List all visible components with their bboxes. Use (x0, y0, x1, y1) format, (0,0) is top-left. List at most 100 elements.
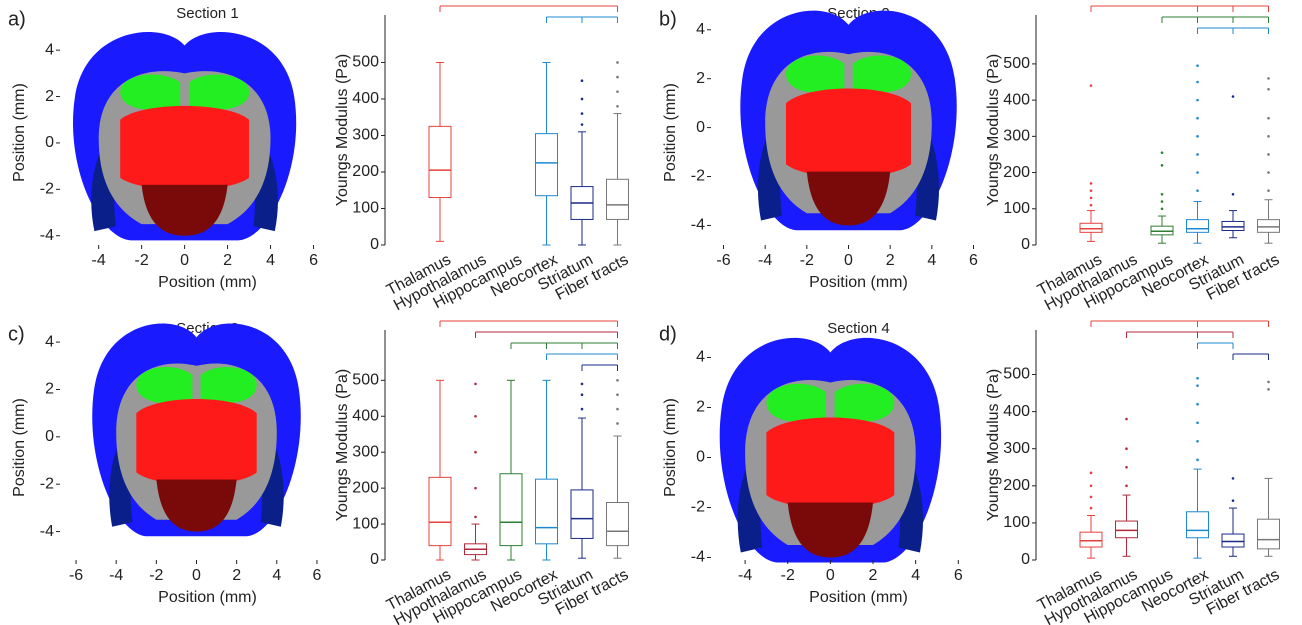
brain-hippocampus (120, 74, 181, 110)
outlier (1125, 484, 1128, 488)
x-tick-label: 2 (869, 567, 878, 584)
outlier (1267, 87, 1270, 91)
outlier (1267, 380, 1270, 384)
x-tick-label: 4 (266, 252, 275, 269)
outlier (616, 61, 619, 64)
x-tick-label: 2 (223, 252, 232, 269)
x-tick-label: -2 (781, 567, 795, 584)
outlier (616, 90, 619, 93)
outlier (1267, 135, 1270, 138)
y-axis-label: Youngs Modulus (Pa) (985, 54, 1002, 206)
x-tick-label: 6 (954, 567, 963, 584)
y-axis-label: Position (mm) (662, 398, 679, 497)
y-tick-label: -2 (40, 475, 54, 492)
y-axis-label: Youngs Modulus (Pa) (334, 54, 351, 206)
outlier (580, 123, 584, 126)
box (1221, 533, 1245, 548)
brain-hippocampus (786, 55, 845, 93)
outlier (1231, 499, 1235, 502)
y-tick-label: 500 (352, 54, 379, 71)
map-title: Section 1 (176, 5, 239, 22)
y-tick-label: 2 (696, 70, 705, 87)
outlier (1196, 421, 1199, 425)
box (1186, 511, 1209, 539)
outlier (1089, 84, 1093, 87)
y-tick-label: 400 (1003, 91, 1030, 108)
y-tick-label: 0 (370, 236, 379, 253)
outlier (1196, 458, 1199, 462)
y-tick-label: 2 (45, 381, 54, 398)
box (570, 489, 594, 539)
y-tick-label: 200 (1003, 477, 1030, 494)
y-tick-label: 300 (1003, 440, 1030, 457)
y-tick-label: 300 (1003, 128, 1030, 145)
x-tick-label: -4 (758, 252, 772, 269)
y-tick-label: 4 (45, 333, 54, 350)
x-tick-label: -4 (109, 567, 123, 584)
outlier (1089, 484, 1093, 488)
outlier (580, 393, 584, 396)
box (1257, 219, 1280, 233)
outlier (580, 407, 584, 411)
y-tick-label: -4 (691, 549, 705, 566)
x-tick-label: -6 (69, 567, 83, 584)
outlier (580, 97, 584, 101)
brain-thalamus (136, 398, 257, 485)
outlier (1125, 465, 1128, 469)
y-tick-label: 400 (1003, 403, 1030, 420)
y-tick-label: 0 (696, 449, 705, 466)
brain-thalamus (120, 105, 250, 190)
box (606, 502, 629, 547)
outlier (1089, 189, 1093, 192)
outlier (474, 414, 477, 418)
outlier (1267, 388, 1270, 391)
y-tick-label: -4 (691, 217, 705, 234)
x-tick-label: -2 (135, 252, 149, 269)
y-tick-label: 400 (352, 90, 379, 107)
y-tick-label: 4 (45, 41, 54, 58)
x-tick-label: 2 (886, 252, 895, 269)
outlier (1196, 80, 1199, 84)
x-tick-label: 4 (911, 567, 920, 584)
x-tick-label: 4 (927, 252, 936, 269)
outlier (1196, 171, 1199, 174)
x-axis-label: Position (mm) (158, 274, 257, 291)
x-tick-label: -4 (738, 567, 752, 584)
outlier (580, 112, 584, 115)
outlier (1267, 116, 1270, 120)
y-tick-label: 200 (1003, 164, 1030, 181)
y-tick-label: 100 (1003, 200, 1030, 217)
outlier (1160, 164, 1164, 167)
outlier (1089, 495, 1093, 499)
outlier (1089, 182, 1093, 185)
brain-hypothalamus (787, 502, 873, 558)
outlier (580, 382, 584, 386)
y-tick-label: 4 (696, 349, 705, 366)
outlier (1196, 189, 1199, 192)
outlier (616, 407, 619, 411)
outlier (1160, 207, 1164, 211)
y-tick-label: 400 (352, 407, 379, 424)
y-tick-label: 4 (696, 21, 705, 38)
x-axis-label: Position (mm) (158, 589, 257, 606)
y-axis-label: Youngs Modulus (Pa) (985, 369, 1002, 521)
brain-thalamus (786, 88, 911, 178)
outlier (1267, 171, 1270, 174)
y-tick-label: 300 (352, 443, 379, 460)
box (1115, 520, 1138, 539)
y-tick-label: 2 (45, 88, 54, 105)
outlier (616, 75, 619, 79)
outlier (1196, 98, 1199, 102)
y-tick-label: 0 (370, 551, 379, 568)
y-tick-label: 200 (352, 479, 379, 496)
outlier (474, 382, 477, 386)
outlier (1196, 64, 1199, 68)
y-tick-label: 0 (45, 428, 54, 445)
outlier (1125, 447, 1128, 451)
map-title: Section 4 (827, 320, 890, 337)
